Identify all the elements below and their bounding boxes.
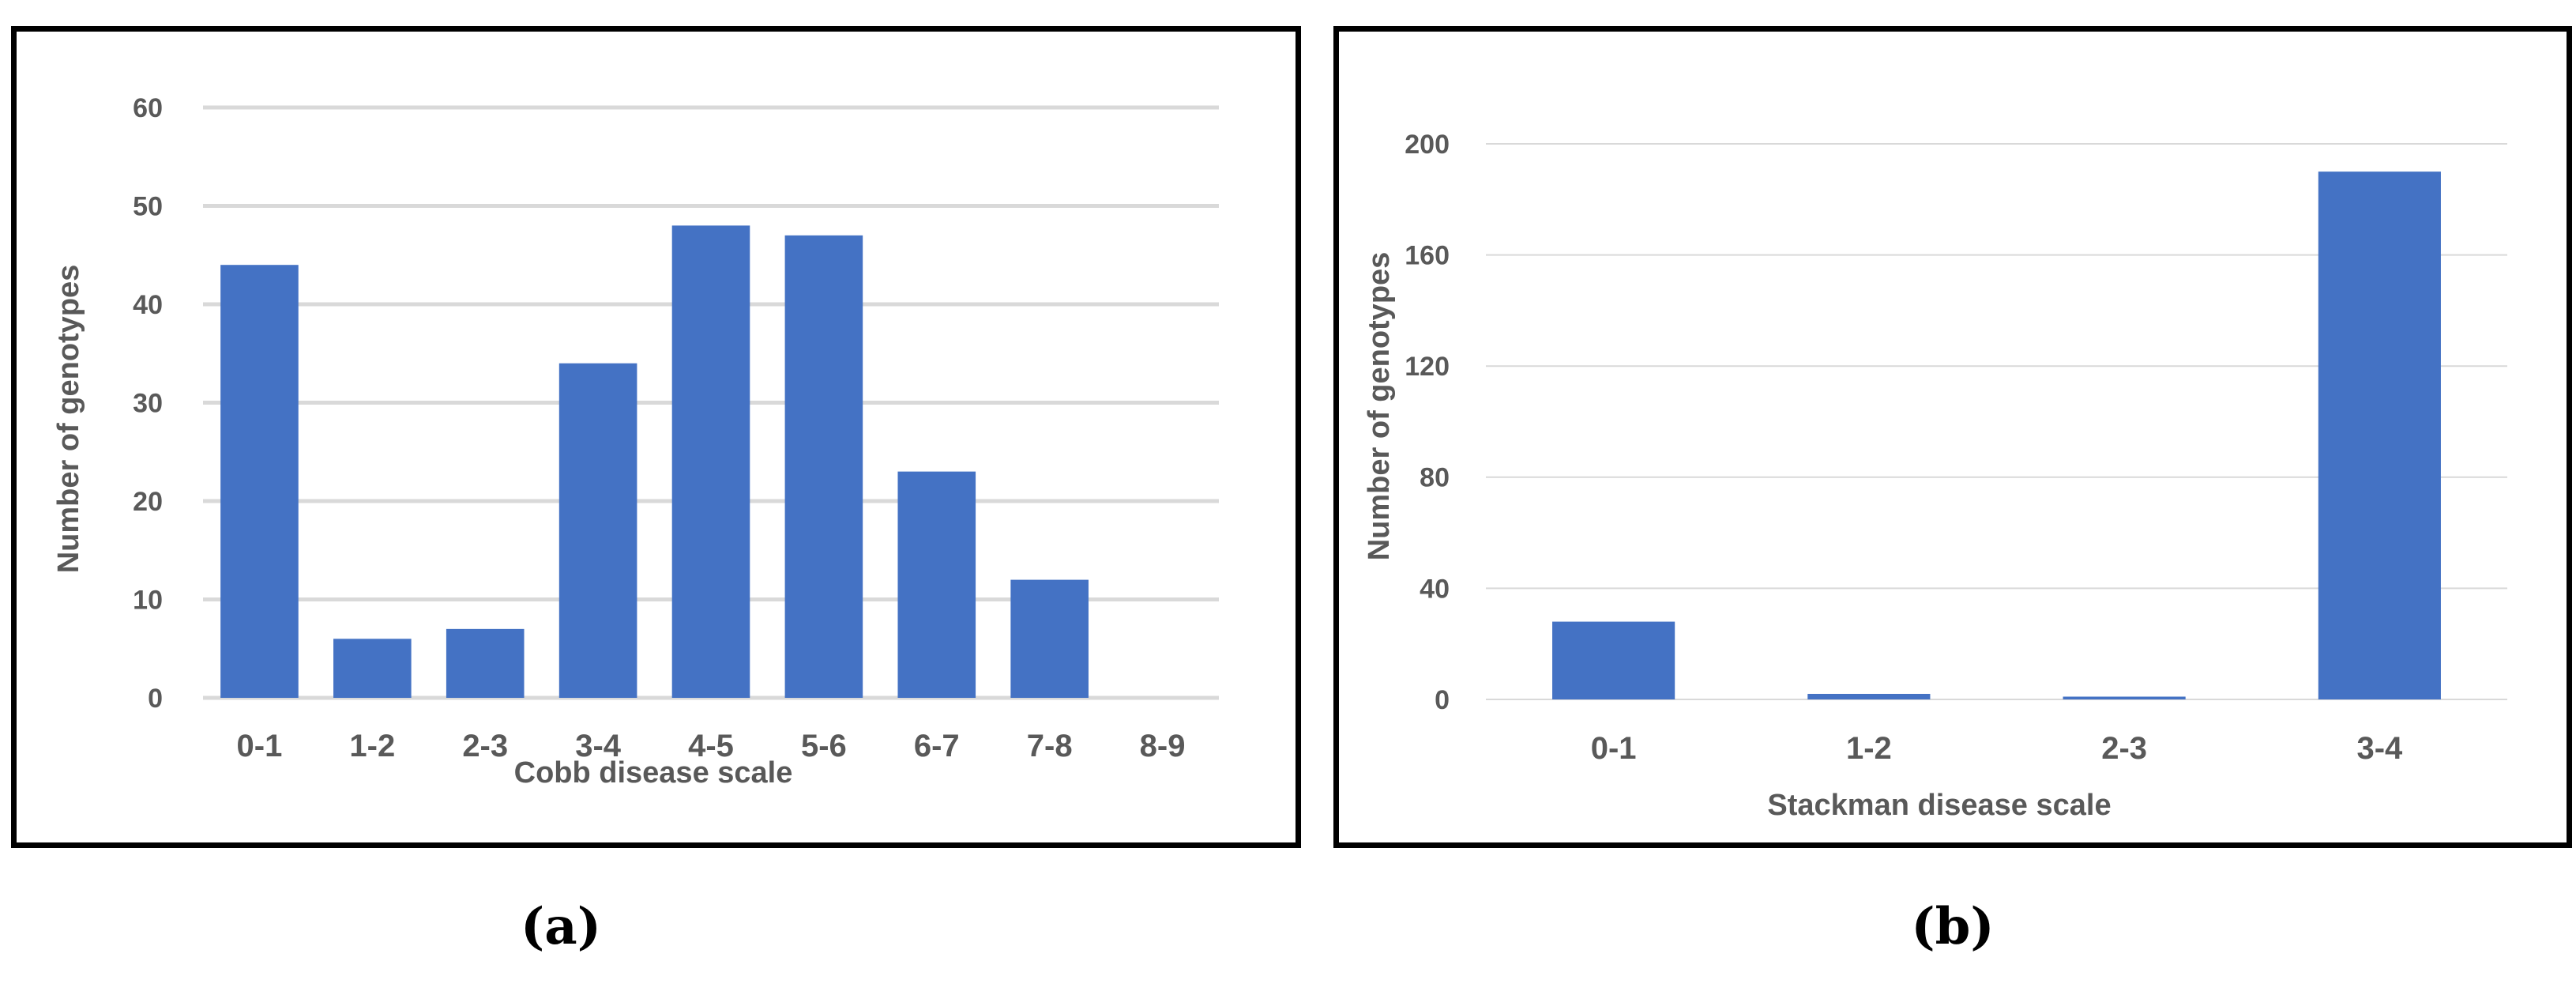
- chart-a-y-tick-labels: 0 10 20 30 40 50 60: [133, 93, 163, 714]
- x-tick-label: 2-3: [462, 729, 508, 763]
- y-tick-label: 80: [1420, 463, 1450, 493]
- chart-a-bars: [220, 225, 1089, 699]
- chart-a-x-axis-title: Cobb disease scale: [514, 756, 793, 790]
- y-tick-label: 10: [133, 585, 163, 615]
- y-tick-label: 40: [133, 290, 163, 320]
- chart-b-x-axis-title: Stackman disease scale: [1767, 789, 2111, 822]
- y-tick-label: 40: [1420, 574, 1450, 604]
- x-tick-label: 8-9: [1140, 729, 1186, 763]
- chart-a-y-axis-title: Number of genotypes: [52, 265, 85, 574]
- bar-2-3: [2063, 696, 2186, 699]
- x-tick-label: 1-2: [349, 729, 395, 763]
- bar-3-4: [2318, 171, 2441, 699]
- chart-panel-a: 0 10 20 30 40 50 60 0-1 1-2 2-3 3-4 4-5 5-6 6-7 7-8 8-…: [11, 26, 1301, 848]
- chart-a-svg: 0 10 20 30 40 50 60 0-1 1-2 2-3 3-4 4-5 5-6 6-7 7-8 8-…: [52, 93, 1219, 790]
- chart-panel-b: 0 40 80 120 160 200 0-1 1-2 2-3 3-4 Number of ge…: [1333, 26, 2572, 848]
- x-tick-label: 2-3: [2101, 731, 2147, 766]
- x-tick-label: 3-4: [2356, 731, 2403, 766]
- y-tick-label: 30: [133, 388, 163, 418]
- x-tick-label: 0-1: [1591, 731, 1637, 766]
- bar-1-2: [1807, 693, 1931, 699]
- chart-b-x-tick-labels: 0-1 1-2 2-3 3-4: [1591, 731, 2403, 766]
- x-tick-label: 1-2: [1846, 731, 1892, 766]
- bar-1-2: [333, 639, 412, 698]
- bar-5-6: [784, 235, 863, 699]
- panel-label-b: (b): [1911, 897, 1995, 956]
- chart-a-x-tick-labels: 0-1 1-2 2-3 3-4 4-5 5-6 6-7 7-8 8-9: [237, 729, 1186, 763]
- y-tick-label: 20: [133, 487, 163, 517]
- y-tick-label: 160: [1405, 241, 1450, 271]
- chart-b-y-tick-labels: 0 40 80 120 160 200: [1405, 130, 1450, 715]
- chart-b-y-axis-title: Number of genotypes: [1363, 252, 1396, 561]
- panel-label-a: (a): [520, 897, 602, 956]
- bar-0-1: [220, 265, 299, 698]
- x-tick-label: 7-8: [1027, 729, 1073, 763]
- y-tick-label: 60: [133, 93, 163, 123]
- y-tick-label: 0: [1435, 685, 1450, 715]
- x-tick-label: 4-5: [688, 729, 734, 763]
- y-tick-label: 200: [1405, 130, 1450, 160]
- bar-2-3: [446, 628, 525, 698]
- bar-7-8: [1010, 579, 1089, 698]
- y-tick-label: 50: [133, 191, 163, 221]
- bar-0-1: [1552, 621, 1675, 699]
- x-tick-label: 5-6: [801, 729, 847, 763]
- chart-b-bars: [1552, 171, 2441, 699]
- chart-b-svg: 0 40 80 120 160 200 0-1 1-2 2-3 3-4 Number of ge…: [1363, 130, 2507, 822]
- y-tick-label: 0: [148, 684, 163, 714]
- y-tick-label: 120: [1405, 352, 1450, 382]
- bar-6-7: [897, 471, 976, 698]
- x-tick-label: 6-7: [914, 729, 960, 763]
- x-tick-label: 3-4: [575, 729, 622, 763]
- x-tick-label: 0-1: [237, 729, 283, 763]
- bar-4-5: [671, 225, 750, 698]
- bar-3-4: [558, 363, 637, 698]
